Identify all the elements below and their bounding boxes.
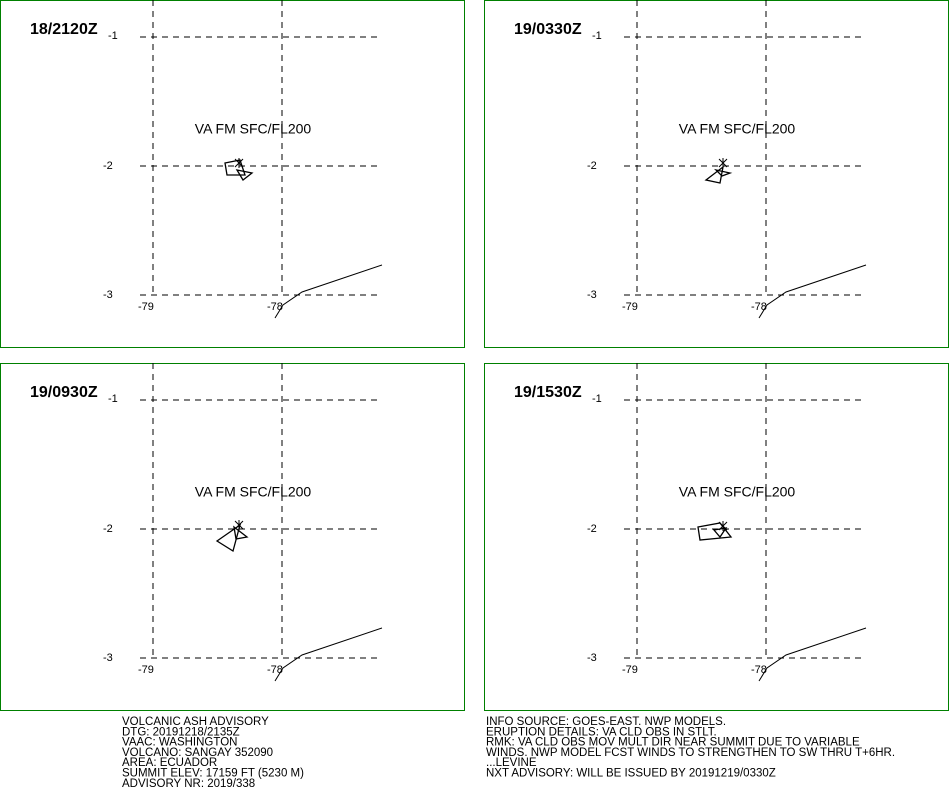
latitude-label: -1 [108, 393, 118, 405]
panel-border [484, 363, 949, 711]
latitude-label: -2 [103, 160, 113, 172]
forecast-panel: 19/0330Z VA FM SFC/FL200 -1 -2 -3 -79 -78 [484, 0, 949, 348]
valid-time: 19/1530Z [514, 384, 582, 401]
ash-annotation: VA FM SFC/FL200 [195, 121, 312, 137]
coastline [758, 264, 867, 319]
advisory-line: RMK: VA CLD OBS MOV MULT DIR NEAR SUMMIT… [486, 737, 860, 749]
longitude-label: -78 [267, 664, 283, 676]
latitude-label: -1 [108, 30, 118, 42]
panel-border [0, 363, 465, 711]
advisory-line: DTG: 20191218/2135Z [122, 726, 240, 738]
forecast-panel: 19/0930Z VA FM SFC/FL200 -1 -2 -3 -79 -78 [0, 363, 465, 711]
volcano-symbol [718, 521, 728, 531]
longitude-label: -79 [138, 664, 154, 676]
latitude-label: -3 [587, 652, 597, 664]
panel-border [484, 0, 949, 348]
longitude-label: -78 [751, 301, 767, 313]
latitude-label: -2 [587, 523, 597, 535]
valid-time: 19/0330Z [514, 21, 582, 38]
forecast-panel: 18/2120Z VA FM SFC/FL200 -1 -2 -3 -79 -78 [0, 0, 465, 348]
advisory-line: VAAC: WASHINGTON [122, 737, 237, 749]
latitude-label: -3 [587, 289, 597, 301]
advisory-line: WINDS. NWP MODEL FCST WINDS TO STRENGTHE… [486, 747, 895, 759]
ash-cloud [224, 159, 246, 176]
advisory-line: ...LEVINE [486, 757, 537, 769]
longitude-label: -78 [267, 301, 283, 313]
ash-cloud [697, 522, 733, 541]
coastline [274, 627, 383, 682]
advisory-line: ERUPTION DETAILS: VA CLD OBS IN STLT. [486, 726, 717, 738]
latitude-label: -3 [103, 652, 113, 664]
advisory-line: NXT ADVISORY: WILL BE ISSUED BY 20191219… [486, 768, 776, 780]
ash-annotation: VA FM SFC/FL200 [679, 121, 796, 137]
valid-time: 18/2120Z [30, 21, 98, 38]
coastline [758, 627, 867, 682]
advisory-line: AREA: ECUADOR [122, 757, 217, 769]
longitude-label: -79 [622, 664, 638, 676]
volcano-symbol [234, 520, 244, 530]
advisory-line: ADVISORY NR: 2019/338 [122, 778, 255, 790]
ash-annotation: VA FM SFC/FL200 [679, 484, 796, 500]
volcano-symbol [718, 158, 728, 168]
advisory-line: VOLCANIC ASH ADVISORY [122, 716, 269, 728]
volcano-symbol [234, 158, 244, 168]
advisory-line: SUMMIT ELEV: 17159 FT (5230 M) [122, 768, 304, 780]
latitude-label: -1 [592, 393, 602, 405]
longitude-label: -79 [622, 301, 638, 313]
ash-cloud [235, 169, 254, 181]
panel-border [0, 0, 465, 348]
latitude-label: -3 [103, 289, 113, 301]
longitude-label: -78 [751, 664, 767, 676]
ash-cloud [215, 523, 242, 553]
valid-time: 19/0930Z [30, 384, 98, 401]
ash-annotation: VA FM SFC/FL200 [195, 484, 312, 500]
latitude-label: -2 [587, 160, 597, 172]
coastline [274, 264, 383, 319]
advisory-line: VOLCANO: SANGAY 352090 [122, 747, 273, 759]
longitude-label: -79 [138, 301, 154, 313]
advisory-line: INFO SOURCE: GOES-EAST. NWP MODELS. [486, 716, 726, 728]
ash-cloud [713, 168, 733, 177]
ash-cloud [233, 525, 249, 540]
latitude-label: -2 [103, 523, 113, 535]
forecast-panel: 19/1530Z VA FM SFC/FL200 -1 -2 -3 -79 -78 [484, 363, 949, 711]
latitude-label: -1 [592, 30, 602, 42]
